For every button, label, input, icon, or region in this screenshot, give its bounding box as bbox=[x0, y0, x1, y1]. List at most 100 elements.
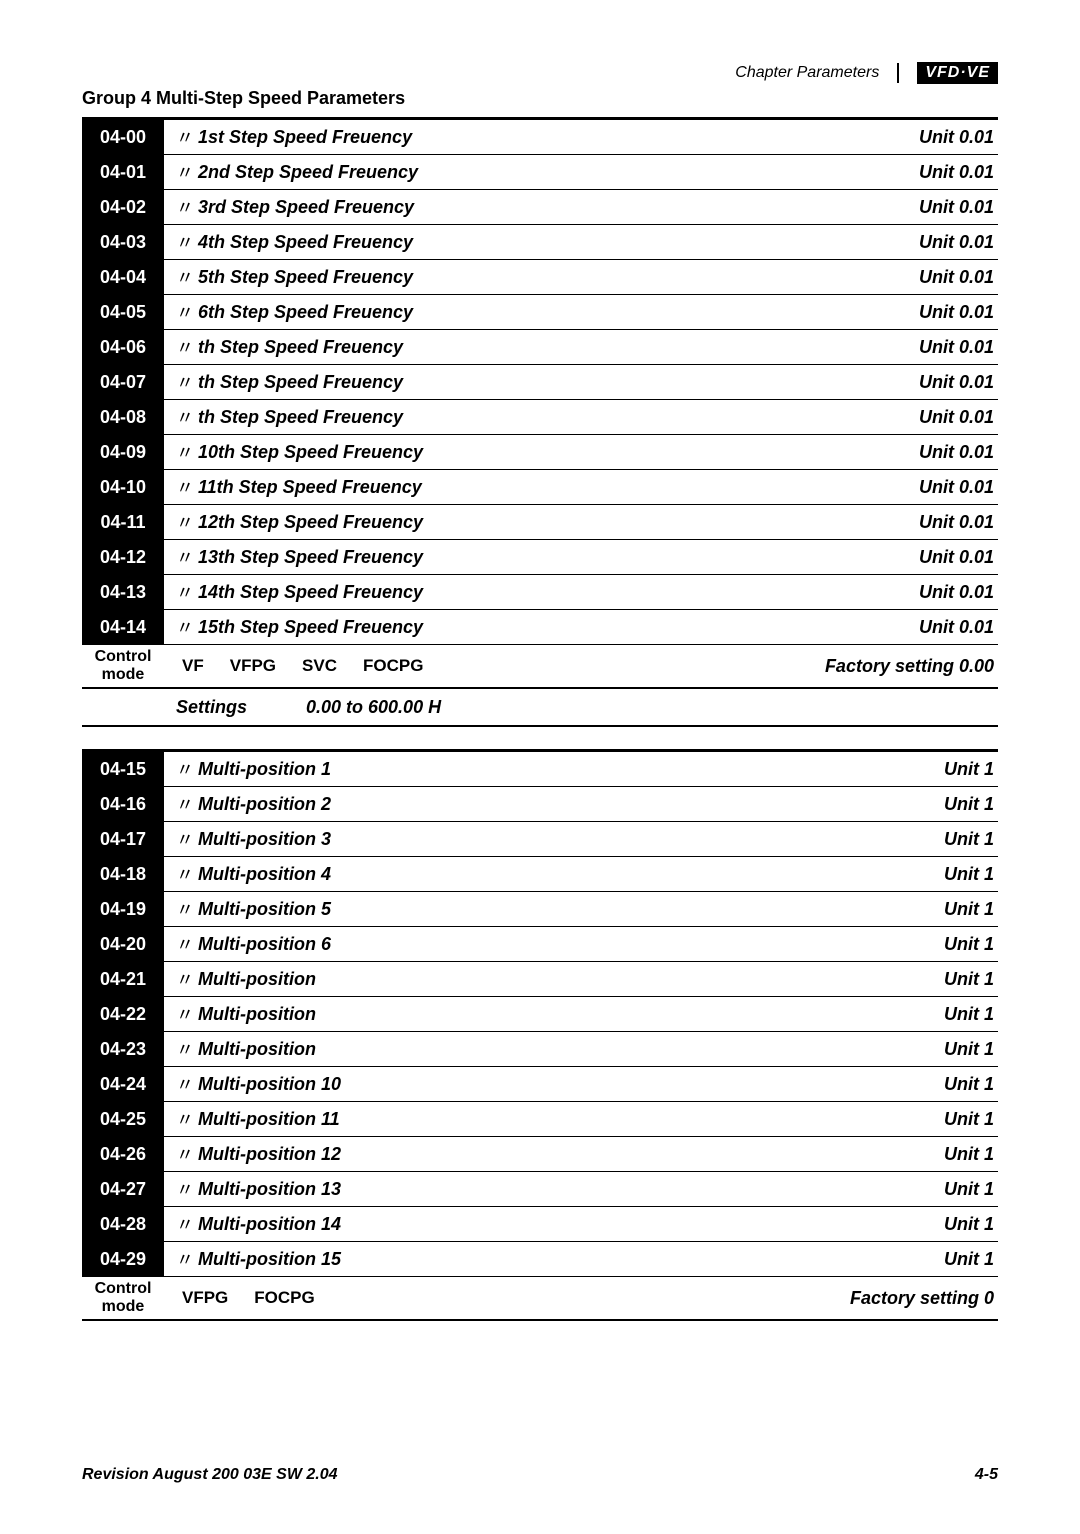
param-label: 〃3rd Step Speed Freuency bbox=[164, 190, 919, 224]
param-code: 04-10 bbox=[82, 470, 164, 504]
param-label-text: 3rd Step Speed Freuency bbox=[198, 197, 414, 218]
param-marker-icon: 〃 bbox=[176, 1106, 194, 1132]
param-code: 04-02 bbox=[82, 190, 164, 224]
param-label-text: Multi-position 12 bbox=[198, 1144, 341, 1165]
param-label-text: 12th Step Speed Freuency bbox=[198, 512, 423, 533]
param-label: 〃6th Step Speed Freuency bbox=[164, 295, 919, 329]
header-divider bbox=[897, 63, 899, 83]
param-row: 04-18〃Multi-position 4Unit 1 bbox=[82, 857, 998, 892]
param-marker-icon: 〃 bbox=[176, 299, 194, 325]
param-unit: Unit 1 bbox=[944, 1137, 998, 1171]
param-unit: Unit 0.01 bbox=[919, 120, 998, 154]
factory-setting-2: Factory setting 0 bbox=[850, 1288, 998, 1309]
param-row: 04-20〃Multi-position 6Unit 1 bbox=[82, 927, 998, 962]
param-row: 04-06〃th Step Speed FreuencyUnit 0.01 bbox=[82, 330, 998, 365]
param-label-text: Multi-position 2 bbox=[198, 794, 331, 815]
param-label-text: Multi-position bbox=[198, 969, 316, 990]
param-marker-icon: 〃 bbox=[176, 614, 194, 640]
param-marker-icon: 〃 bbox=[176, 896, 194, 922]
param-label: 〃Multi-position 12 bbox=[164, 1137, 944, 1171]
param-row: 04-16〃Multi-position 2Unit 1 bbox=[82, 787, 998, 822]
param-unit: Unit 1 bbox=[944, 997, 998, 1031]
param-unit: Unit 1 bbox=[944, 962, 998, 996]
param-code: 04-20 bbox=[82, 927, 164, 961]
param-row: 04-13〃14th Step Speed FreuencyUnit 0.01 bbox=[82, 575, 998, 610]
param-row: 04-27〃Multi-position 13Unit 1 bbox=[82, 1172, 998, 1207]
param-code: 04-21 bbox=[82, 962, 164, 996]
param-row: 04-14〃15th Step Speed FreuencyUnit 0.01 bbox=[82, 610, 998, 645]
param-label-text: Multi-position 4 bbox=[198, 864, 331, 885]
param-label: 〃10th Step Speed Freuency bbox=[164, 435, 919, 469]
param-marker-icon: 〃 bbox=[176, 124, 194, 150]
param-unit: Unit 0.01 bbox=[919, 400, 998, 434]
param-row: 04-21〃Multi-positionUnit 1 bbox=[82, 962, 998, 997]
param-code: 04-26 bbox=[82, 1137, 164, 1171]
param-unit: Unit 1 bbox=[944, 1032, 998, 1066]
page-header: Chapter Parameters VFD·VE bbox=[82, 62, 998, 84]
param-marker-icon: 〃 bbox=[176, 1211, 194, 1237]
product-logo: VFD·VE bbox=[917, 62, 998, 84]
param-label-text: th Step Speed Freuency bbox=[198, 337, 403, 358]
param-code: 04-25 bbox=[82, 1102, 164, 1136]
control-mode-item: VFPG bbox=[230, 656, 276, 676]
param-marker-icon: 〃 bbox=[176, 509, 194, 535]
param-row: 04-09〃10th Step Speed FreuencyUnit 0.01 bbox=[82, 435, 998, 470]
param-code: 04-15 bbox=[82, 752, 164, 786]
param-code: 04-00 bbox=[82, 120, 164, 154]
param-row: 04-19〃Multi-position 5Unit 1 bbox=[82, 892, 998, 927]
param-label-text: Multi-position bbox=[198, 1039, 316, 1060]
param-row: 04-26〃Multi-position 12Unit 1 bbox=[82, 1137, 998, 1172]
param-unit: Unit 1 bbox=[944, 1172, 998, 1206]
param-label: 〃Multi-position 10 bbox=[164, 1067, 944, 1101]
param-label: 〃th Step Speed Freuency bbox=[164, 365, 919, 399]
param-row: 04-10〃11th Step Speed FreuencyUnit 0.01 bbox=[82, 470, 998, 505]
param-marker-icon: 〃 bbox=[176, 1036, 194, 1062]
param-label-text: 11th Step Speed Freuency bbox=[198, 477, 422, 498]
param-label-text: Multi-position 3 bbox=[198, 829, 331, 850]
param-marker-icon: 〃 bbox=[176, 1141, 194, 1167]
param-marker-icon: 〃 bbox=[176, 826, 194, 852]
page-footer: Revision August 200 03E SW 2.04 4-5 bbox=[82, 1466, 998, 1484]
param-unit: Unit 0.01 bbox=[919, 610, 998, 644]
control-mode-item: SVC bbox=[302, 656, 337, 676]
param-label-text: Multi-position 10 bbox=[198, 1074, 341, 1095]
control-mode-row-2: Control mode VFPGFOCPG Factory setting 0 bbox=[82, 1277, 998, 1321]
control-modes-list-1: VFVFPGSVCFOCPG bbox=[164, 656, 825, 676]
param-marker-icon: 〃 bbox=[176, 756, 194, 782]
param-code: 04-12 bbox=[82, 540, 164, 574]
param-unit: Unit 1 bbox=[944, 1207, 998, 1241]
param-marker-icon: 〃 bbox=[176, 1176, 194, 1202]
param-code: 04-22 bbox=[82, 997, 164, 1031]
param-label-text: th Step Speed Freuency bbox=[198, 372, 403, 393]
param-label: 〃Multi-position bbox=[164, 997, 944, 1031]
param-label: 〃Multi-position 15 bbox=[164, 1242, 944, 1276]
param-row: 04-23〃Multi-positionUnit 1 bbox=[82, 1032, 998, 1067]
param-label-text: 15th Step Speed Freuency bbox=[198, 617, 423, 638]
param-marker-icon: 〃 bbox=[176, 439, 194, 465]
param-marker-icon: 〃 bbox=[176, 1001, 194, 1027]
param-label-text: 14th Step Speed Freuency bbox=[198, 582, 423, 603]
param-row: 04-05〃6th Step Speed FreuencyUnit 0.01 bbox=[82, 295, 998, 330]
param-marker-icon: 〃 bbox=[176, 791, 194, 817]
param-unit: Unit 0.01 bbox=[919, 575, 998, 609]
control-modes-list-2: VFPGFOCPG bbox=[164, 1288, 850, 1308]
param-label: 〃Multi-position 11 bbox=[164, 1102, 944, 1136]
factory-setting-1: Factory setting 0.00 bbox=[825, 656, 998, 677]
param-marker-icon: 〃 bbox=[176, 931, 194, 957]
param-label-text: Multi-position 13 bbox=[198, 1179, 341, 1200]
param-label-text: 10th Step Speed Freuency bbox=[198, 442, 423, 463]
param-label-text: 2nd Step Speed Freuency bbox=[198, 162, 418, 183]
param-marker-icon: 〃 bbox=[176, 334, 194, 360]
param-label-text: 5th Step Speed Freuency bbox=[198, 267, 413, 288]
param-unit: Unit 1 bbox=[944, 1102, 998, 1136]
revision-text: Revision August 200 03E SW 2.04 bbox=[82, 1466, 338, 1484]
control-mode-item: VFPG bbox=[182, 1288, 228, 1308]
param-row: 04-15〃Multi-position 1Unit 1 bbox=[82, 752, 998, 787]
param-label: 〃Multi-position 5 bbox=[164, 892, 944, 926]
param-label: 〃Multi-position bbox=[164, 962, 944, 996]
param-label: 〃Multi-position 6 bbox=[164, 927, 944, 961]
control-label-line2: mode bbox=[82, 1298, 164, 1316]
param-label-text: 1st Step Speed Freuency bbox=[198, 127, 412, 148]
param-unit: Unit 1 bbox=[944, 927, 998, 961]
param-code: 04-16 bbox=[82, 787, 164, 821]
